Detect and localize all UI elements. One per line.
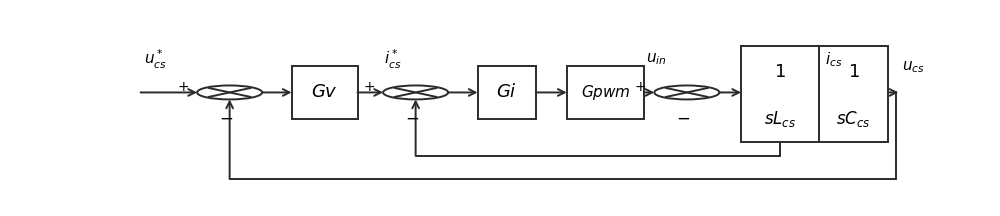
- Text: $+$: $+$: [634, 80, 647, 94]
- Text: $+$: $+$: [363, 80, 375, 94]
- Text: $1$: $1$: [774, 64, 786, 81]
- Text: $Gpwm$: $Gpwm$: [581, 83, 630, 102]
- Text: $sL_{cs}$: $sL_{cs}$: [764, 109, 796, 129]
- Text: $u_{in}$: $u_{in}$: [646, 51, 666, 67]
- Text: $-$: $-$: [676, 110, 690, 126]
- FancyBboxPatch shape: [741, 46, 819, 142]
- Text: $1$: $1$: [848, 64, 859, 81]
- Text: $+$: $+$: [177, 80, 189, 94]
- Text: $Gv$: $Gv$: [311, 83, 338, 102]
- FancyBboxPatch shape: [478, 66, 536, 119]
- Text: $-$: $-$: [405, 110, 419, 126]
- Text: $i_{cs}$: $i_{cs}$: [825, 50, 843, 68]
- FancyBboxPatch shape: [819, 46, 888, 142]
- Text: $u_{cs}$: $u_{cs}$: [902, 60, 925, 75]
- Text: $sC_{cs}$: $sC_{cs}$: [836, 109, 871, 129]
- FancyBboxPatch shape: [292, 66, 358, 119]
- Text: $u_{cs}^*$: $u_{cs}^*$: [144, 48, 167, 71]
- Text: $Gi$: $Gi$: [496, 83, 517, 102]
- Text: $i_{cs}^*$: $i_{cs}^*$: [384, 48, 401, 71]
- FancyBboxPatch shape: [567, 66, 644, 119]
- Text: $-$: $-$: [219, 110, 233, 126]
